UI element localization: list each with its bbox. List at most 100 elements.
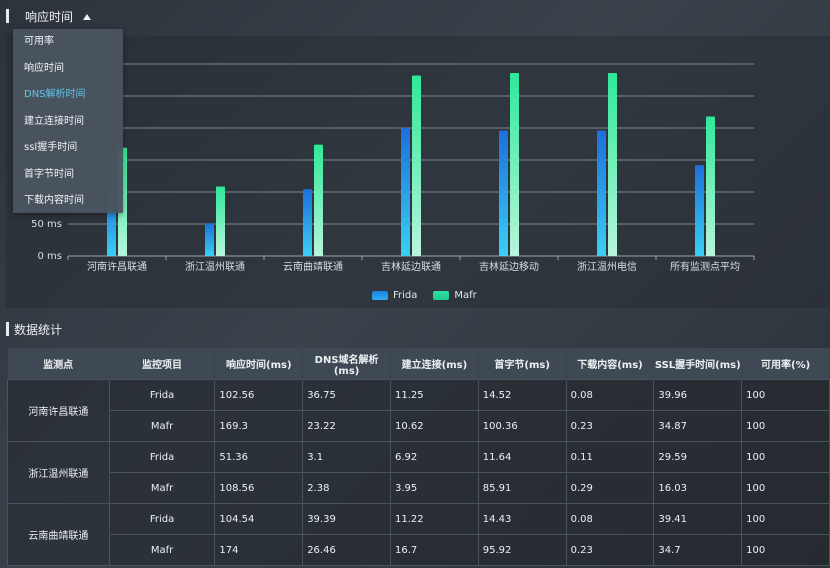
- chart-panel: 0 ms 50 ms 河南许昌联通 浙江温州联通 云南曲靖联通 吉林延边联通 吉林延边移动 浙…: [6, 36, 830, 308]
- section-accent-bar: [6, 322, 9, 336]
- x-tick-label: 吉林延边联通: [381, 260, 441, 273]
- value-cell: 169.3: [214, 410, 304, 442]
- value-cell: 100: [741, 503, 830, 535]
- value-cell: 3.95: [389, 472, 479, 504]
- legend-swatch-mafr: [433, 291, 450, 300]
- value-cell: 10.62: [389, 410, 479, 442]
- y-tick-label: 0 ms: [38, 251, 63, 262]
- value-cell: 34.87: [653, 410, 743, 442]
- section-title: 数据统计: [14, 323, 63, 337]
- x-tick-label: 河南许昌联通: [87, 260, 147, 273]
- x-tick-label: 吉林延边移动: [479, 260, 539, 273]
- stats-table: 监测点 监控项目 响应时间(ms) DNS域名解析(ms) 建立连接(ms) 首…: [7, 348, 830, 566]
- legend-item-frida[interactable]: Frida: [372, 290, 417, 301]
- x-tick-label: 浙江温州联通: [185, 261, 245, 273]
- value-cell: 104.54: [214, 503, 304, 535]
- bar-mafr: [510, 72, 519, 257]
- value-cell: 2.38: [302, 472, 391, 504]
- table-row: Mafr 174 26.46 16.7 95.92 0.23 34.7 100: [8, 534, 830, 566]
- bar-mafr: [608, 72, 617, 257]
- value-cell: 95.92: [477, 534, 567, 566]
- header-dns-time: DNS域名解析(ms): [302, 348, 391, 380]
- value-cell: 11.22: [389, 503, 479, 535]
- item-cell: Frida: [108, 503, 216, 535]
- value-cell: 34.7: [653, 534, 743, 566]
- dropdown-option-first-byte-time[interactable]: 首字节时间: [24, 168, 74, 180]
- bar-mafr: [216, 186, 225, 256]
- metric-selector[interactable]: 响应时间: [25, 8, 92, 25]
- bar-frida: [695, 165, 704, 256]
- bar-frida: [597, 130, 606, 256]
- value-cell: 0.23: [565, 410, 655, 442]
- item-cell: Frida: [108, 379, 216, 411]
- bar-frida: [303, 189, 312, 256]
- value-cell: 85.91: [477, 472, 567, 504]
- value-cell: 100.36: [477, 410, 567, 442]
- legend-swatch-frida: [372, 291, 388, 300]
- bar-frida: [499, 130, 508, 256]
- header-station: 监测点: [7, 348, 110, 380]
- value-cell: 100: [741, 534, 830, 566]
- value-cell: 14.52: [477, 379, 567, 411]
- bar-frida: [205, 223, 214, 256]
- dropdown-option-response-time[interactable]: 响应时间: [24, 62, 64, 74]
- table-row: 浙江温州联通 Frida 51.36 3.1 6.92 11.64 0.11 2…: [7, 441, 830, 504]
- y-tick-label: 50 ms: [31, 219, 62, 230]
- value-cell: 11.25: [389, 379, 479, 411]
- item-cell: Mafr: [108, 534, 216, 566]
- value-cell: 39.39: [302, 503, 391, 535]
- value-cell: 100: [741, 441, 830, 473]
- table-header-row: 监测点 监控项目 响应时间(ms) DNS域名解析(ms) 建立连接(ms) 首…: [7, 348, 830, 380]
- accent-bar: [6, 9, 9, 23]
- caret-up-icon: [83, 13, 92, 20]
- chart-legend: Frida Mafr: [372, 290, 477, 301]
- header-availability: 可用率(%): [741, 348, 830, 380]
- metric-selector-label: 响应时间: [25, 10, 74, 24]
- bar-frida: [401, 128, 410, 256]
- station-cell: 河南许昌联通: [7, 379, 110, 442]
- header-monitor-item: 监控项目: [109, 348, 216, 380]
- header-response-time: 响应时间(ms): [214, 348, 304, 380]
- value-cell: 0.11: [565, 441, 655, 473]
- bar-mafr: [706, 116, 715, 256]
- legend-item-mafr[interactable]: Mafr: [433, 290, 477, 301]
- value-cell: 39.96: [653, 379, 743, 411]
- legend-label-frida: Frida: [393, 290, 418, 301]
- metric-dropdown: 可用率 响应时间 DNS解析时间 建立连接时间 ssl握手时间 首字节时间 下载…: [13, 29, 123, 213]
- value-cell: 100: [741, 379, 830, 411]
- value-cell: 23.22: [302, 410, 391, 442]
- value-cell: 108.56: [214, 472, 304, 504]
- value-cell: 0.29: [565, 472, 655, 504]
- value-cell: 51.36: [214, 441, 304, 473]
- table-row: Mafr 169.3 23.22 10.62 100.36 0.23 34.87…: [8, 410, 830, 442]
- header-download: 下载内容(ms): [566, 348, 655, 380]
- station-cell: 云南曲靖联通: [7, 503, 110, 566]
- top-bar: 响应时间: [0, 0, 830, 32]
- value-cell: 16.03: [653, 472, 743, 504]
- value-cell: 3.1: [302, 441, 391, 473]
- dropdown-option-availability[interactable]: 可用率: [24, 36, 54, 47]
- bar-mafr: [412, 75, 421, 256]
- value-cell: 6.92: [389, 441, 479, 473]
- value-cell: 0.08: [565, 379, 655, 411]
- value-cell: 11.64: [477, 441, 567, 473]
- legend-label-mafr: Mafr: [454, 290, 477, 301]
- value-cell: 16.7: [389, 534, 479, 566]
- item-cell: Frida: [108, 441, 216, 473]
- value-cell: 36.75: [302, 379, 391, 411]
- dropdown-option-dns-time[interactable]: DNS解析时间: [24, 89, 86, 100]
- x-tick-label: 云南曲靖联通: [283, 260, 343, 273]
- value-cell: 100: [741, 410, 830, 442]
- value-cell: 26.46: [302, 534, 391, 566]
- header-connect-time: 建立连接(ms): [390, 348, 479, 380]
- value-cell: 102.56: [214, 379, 304, 411]
- table-row: Mafr 108.56 2.38 3.95 85.91 0.29 16.03 1…: [8, 472, 830, 504]
- value-cell: 0.08: [565, 503, 655, 535]
- value-cell: 39.41: [653, 503, 743, 535]
- dropdown-option-connect-time[interactable]: 建立连接时间: [24, 115, 84, 127]
- table-row: 云南曲靖联通 Frida 104.54 39.39 11.22 14.43 0.…: [7, 503, 830, 566]
- dropdown-option-download-time[interactable]: 下载内容时间: [24, 195, 84, 206]
- dropdown-option-ssl-time[interactable]: ssl握手时间: [24, 142, 78, 153]
- x-tick-label: 浙江温州电信: [577, 260, 637, 273]
- value-cell: 0.23: [565, 534, 655, 566]
